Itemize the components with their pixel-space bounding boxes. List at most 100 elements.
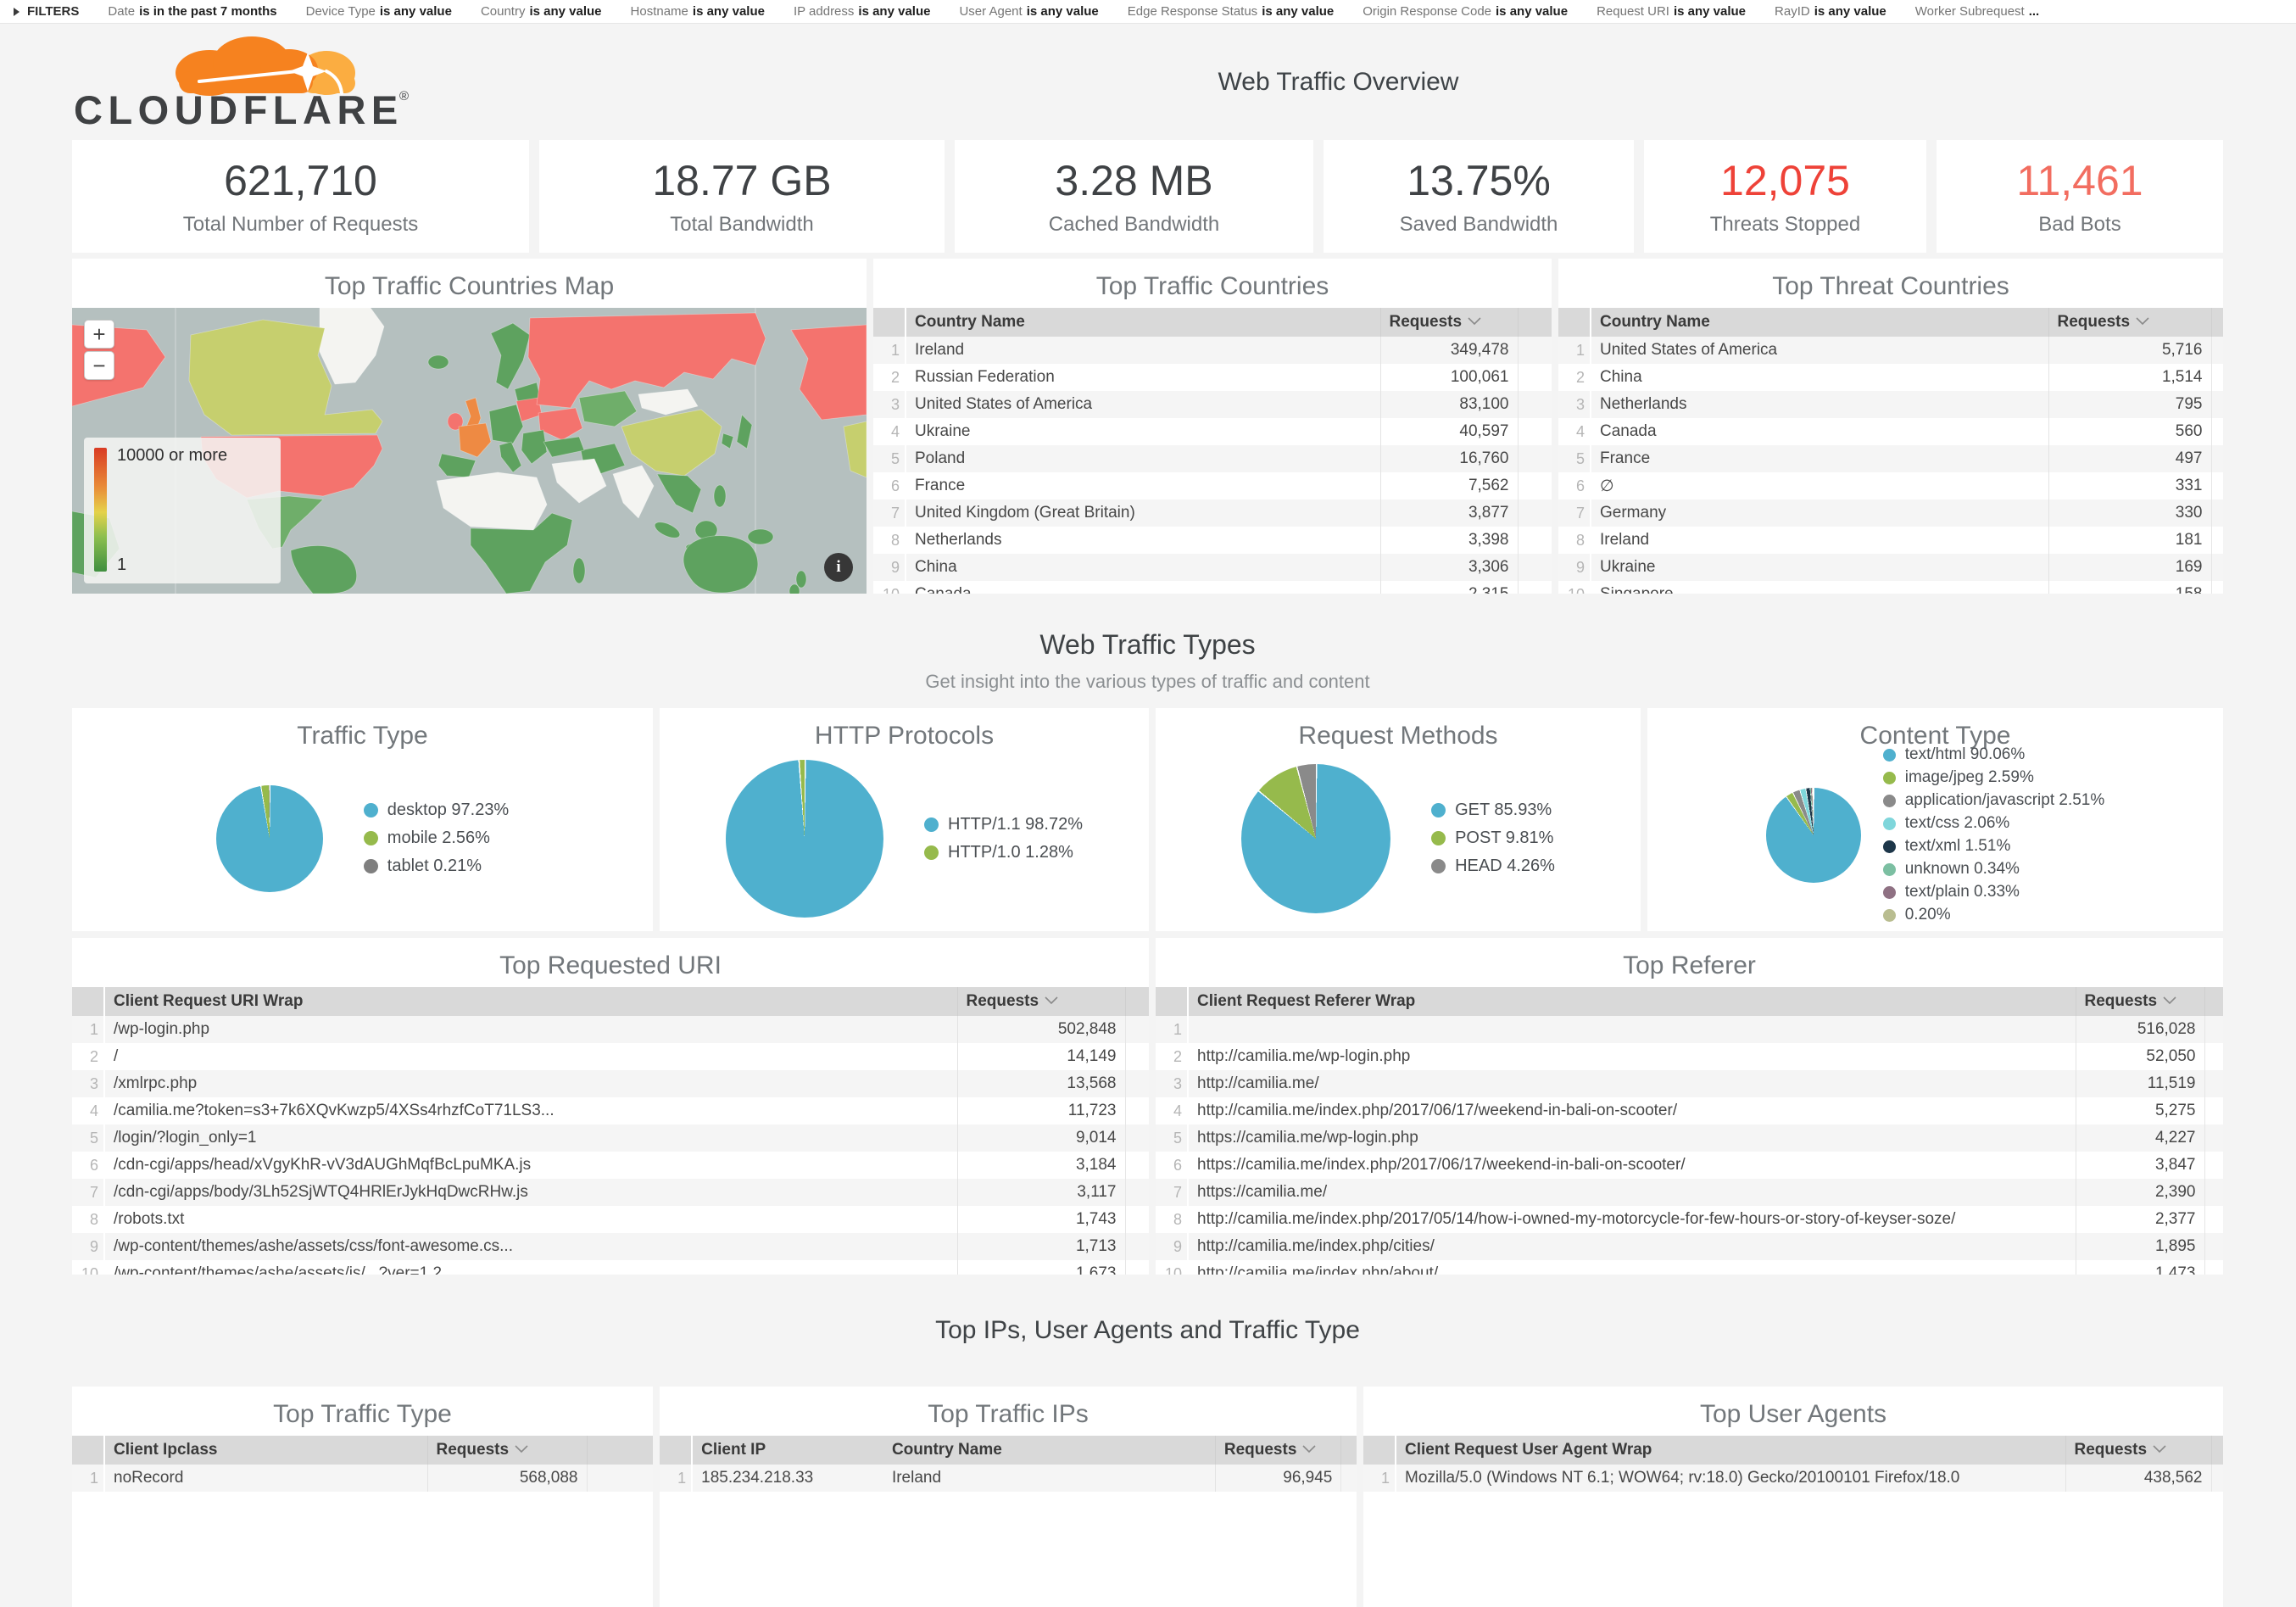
filter-item[interactable]: Request URI is any value bbox=[1597, 4, 1747, 19]
column-header-ipclass[interactable]: Client Ipclass bbox=[104, 1436, 427, 1465]
column-header-client-ip[interactable]: Client IP bbox=[692, 1436, 883, 1465]
world-map[interactable]: + − 10000 or more 1 i bbox=[72, 308, 867, 594]
requests-cell[interactable]: 330 bbox=[2048, 499, 2211, 527]
requests-cell[interactable]: 1,743 bbox=[956, 1206, 1125, 1233]
country-cell[interactable]: Poland bbox=[906, 445, 1380, 472]
column-header-requests[interactable]: Requests bbox=[956, 987, 1125, 1016]
filter-item[interactable]: RayID is any value bbox=[1775, 4, 1886, 19]
uri-cell[interactable]: /xmlrpc.php bbox=[104, 1070, 957, 1097]
referer-cell[interactable]: http://camilia.me/index.php/2017/05/14/h… bbox=[1188, 1206, 2076, 1233]
country-cell[interactable]: China bbox=[1591, 364, 2048, 391]
traffic-type-pie-chart[interactable] bbox=[215, 784, 323, 892]
uri-cell[interactable]: /cdn-cgi/apps/body/3Lh52SjWTQ4HRlErJykHq… bbox=[104, 1179, 957, 1206]
requests-cell[interactable]: 2,377 bbox=[2075, 1206, 2204, 1233]
column-header-requests[interactable]: Requests bbox=[1214, 1436, 1341, 1465]
country-cell[interactable]: Russian Federation bbox=[906, 364, 1380, 391]
referer-cell[interactable]: https://camilia.me/index.php/2017/06/17/… bbox=[1188, 1152, 2076, 1179]
column-header-country[interactable]: Country Name bbox=[1591, 308, 2048, 337]
country-cell[interactable]: Netherlands bbox=[1591, 391, 2048, 418]
uri-cell[interactable]: /cdn-cgi/apps/head/xVgyKhR-vV3dAUGhMqfBc… bbox=[104, 1152, 957, 1179]
country-cell[interactable]: ∅ bbox=[1591, 472, 2048, 499]
country-cell[interactable]: China bbox=[906, 554, 1380, 581]
referer-cell[interactable]: http://camilia.me/index.php/cities/ bbox=[1188, 1233, 2076, 1260]
column-header-requests[interactable]: Requests bbox=[2048, 308, 2211, 337]
requests-cell[interactable]: 16,760 bbox=[1379, 445, 1518, 472]
requests-cell[interactable]: 1,895 bbox=[2075, 1233, 2204, 1260]
referer-cell[interactable] bbox=[1188, 1016, 2076, 1043]
referer-cell[interactable]: https://camilia.me/ bbox=[1188, 1179, 2076, 1206]
requests-cell[interactable]: 11,723 bbox=[956, 1097, 1125, 1124]
requests-cell[interactable]: 3,398 bbox=[1379, 527, 1518, 554]
country-cell[interactable]: Canada bbox=[1591, 418, 2048, 445]
requests-cell[interactable]: 3,117 bbox=[956, 1179, 1125, 1206]
referer-cell[interactable]: http://camilia.me/index.php/about/ bbox=[1188, 1260, 2076, 1275]
requests-cell[interactable]: 516,028 bbox=[2075, 1016, 2204, 1043]
requests-cell[interactable]: 14,149 bbox=[956, 1043, 1125, 1070]
filter-item[interactable]: Hostname is any value bbox=[630, 4, 765, 19]
referer-cell[interactable]: http://camilia.me/ bbox=[1188, 1070, 2076, 1097]
content-type-pie-chart[interactable] bbox=[1765, 787, 1861, 883]
column-header-country[interactable]: Country Name bbox=[883, 1436, 1216, 1465]
filter-item[interactable]: Worker Subrequest... bbox=[1914, 4, 2040, 19]
requests-cell[interactable]: 2,390 bbox=[2075, 1179, 2204, 1206]
country-cell[interactable]: Canada bbox=[906, 581, 1380, 594]
requests-cell[interactable]: 5,275 bbox=[2075, 1097, 2204, 1124]
country-cell[interactable]: United Kingdom (Great Britain) bbox=[906, 499, 1380, 527]
requests-cell[interactable]: 1,473 bbox=[2075, 1260, 2204, 1275]
requests-cell[interactable]: 1,673 bbox=[956, 1260, 1125, 1275]
filters-toggle[interactable]: FILTERS bbox=[14, 4, 79, 19]
requests-cell[interactable]: 438,562 bbox=[2065, 1465, 2211, 1492]
country-cell[interactable]: Netherlands bbox=[906, 527, 1380, 554]
uri-cell[interactable]: /camilia.me?token=s3+7k6XQvKwzp5/4XSs4rh… bbox=[104, 1097, 957, 1124]
column-header-requests[interactable]: Requests bbox=[2065, 1436, 2211, 1465]
column-header-referer[interactable]: Client Request Referer Wrap bbox=[1188, 987, 2076, 1016]
requests-cell[interactable]: 331 bbox=[2048, 472, 2211, 499]
country-cell[interactable]: France bbox=[906, 472, 1380, 499]
country-cell[interactable]: United States of America bbox=[1591, 337, 2048, 364]
column-header-country[interactable]: Country Name bbox=[906, 308, 1380, 337]
requests-cell[interactable]: 13,568 bbox=[956, 1070, 1125, 1097]
requests-cell[interactable]: 3,847 bbox=[2075, 1152, 2204, 1179]
referer-cell[interactable]: https://camilia.me/wp-login.php bbox=[1188, 1124, 2076, 1152]
requests-cell[interactable]: 96,945 bbox=[1214, 1465, 1341, 1492]
uri-cell[interactable]: /login/?login_only=1 bbox=[104, 1124, 957, 1152]
country-cell[interactable]: Ireland bbox=[883, 1465, 1216, 1492]
requests-cell[interactable]: 349,478 bbox=[1379, 337, 1518, 364]
http-protocols-pie-chart[interactable] bbox=[726, 759, 884, 918]
referer-cell[interactable]: http://camilia.me/index.php/2017/06/17/w… bbox=[1188, 1097, 2076, 1124]
filter-item[interactable]: Date is in the past 7 months bbox=[108, 4, 277, 19]
requests-cell[interactable]: 9,014 bbox=[956, 1124, 1125, 1152]
uri-cell[interactable]: /robots.txt bbox=[104, 1206, 957, 1233]
requests-cell[interactable]: 169 bbox=[2048, 554, 2211, 581]
requests-cell[interactable]: 560 bbox=[2048, 418, 2211, 445]
country-cell[interactable]: France bbox=[1591, 445, 2048, 472]
country-cell[interactable]: Ireland bbox=[1591, 527, 2048, 554]
country-cell[interactable]: Singapore bbox=[1591, 581, 2048, 594]
requests-cell[interactable]: 11,519 bbox=[2075, 1070, 2204, 1097]
column-header-user-agent[interactable]: Client Request User Agent Wrap bbox=[1396, 1436, 2065, 1465]
filter-item[interactable]: User Agent is any value bbox=[959, 4, 1099, 19]
requests-cell[interactable]: 52,050 bbox=[2075, 1043, 2204, 1070]
requests-cell[interactable]: 3,306 bbox=[1379, 554, 1518, 581]
country-cell[interactable]: Germany bbox=[1591, 499, 2048, 527]
filter-item[interactable]: Edge Response Status is any value bbox=[1127, 4, 1335, 19]
filter-item[interactable]: IP address is any value bbox=[793, 4, 931, 19]
column-header-requests[interactable]: Requests bbox=[1379, 308, 1518, 337]
map-zoom-out-button[interactable]: − bbox=[84, 351, 114, 380]
request-methods-pie-chart[interactable] bbox=[1241, 763, 1391, 913]
filter-item[interactable]: Origin Response Code is any value bbox=[1363, 4, 1569, 19]
requests-cell[interactable]: 181 bbox=[2048, 527, 2211, 554]
user-agent-cell[interactable]: Mozilla/5.0 (Windows NT 6.1; WOW64; rv:1… bbox=[1396, 1465, 2065, 1492]
column-header-requests[interactable]: Requests bbox=[426, 1436, 587, 1465]
map-info-button[interactable]: i bbox=[824, 553, 853, 582]
requests-cell[interactable]: 795 bbox=[2048, 391, 2211, 418]
filter-item[interactable]: Device Type is any value bbox=[305, 4, 452, 19]
uri-cell[interactable]: /wp-content/themes/ashe/assets/js/...?ve… bbox=[104, 1260, 957, 1275]
requests-cell[interactable]: 83,100 bbox=[1379, 391, 1518, 418]
requests-cell[interactable]: 5,716 bbox=[2048, 337, 2211, 364]
client-ip-cell[interactable]: 185.234.218.33 bbox=[692, 1465, 883, 1492]
requests-cell[interactable]: 1,713 bbox=[956, 1233, 1125, 1260]
country-cell[interactable]: United States of America bbox=[906, 391, 1380, 418]
filter-item[interactable]: Country is any value bbox=[480, 4, 602, 19]
requests-cell[interactable]: 100,061 bbox=[1379, 364, 1518, 391]
